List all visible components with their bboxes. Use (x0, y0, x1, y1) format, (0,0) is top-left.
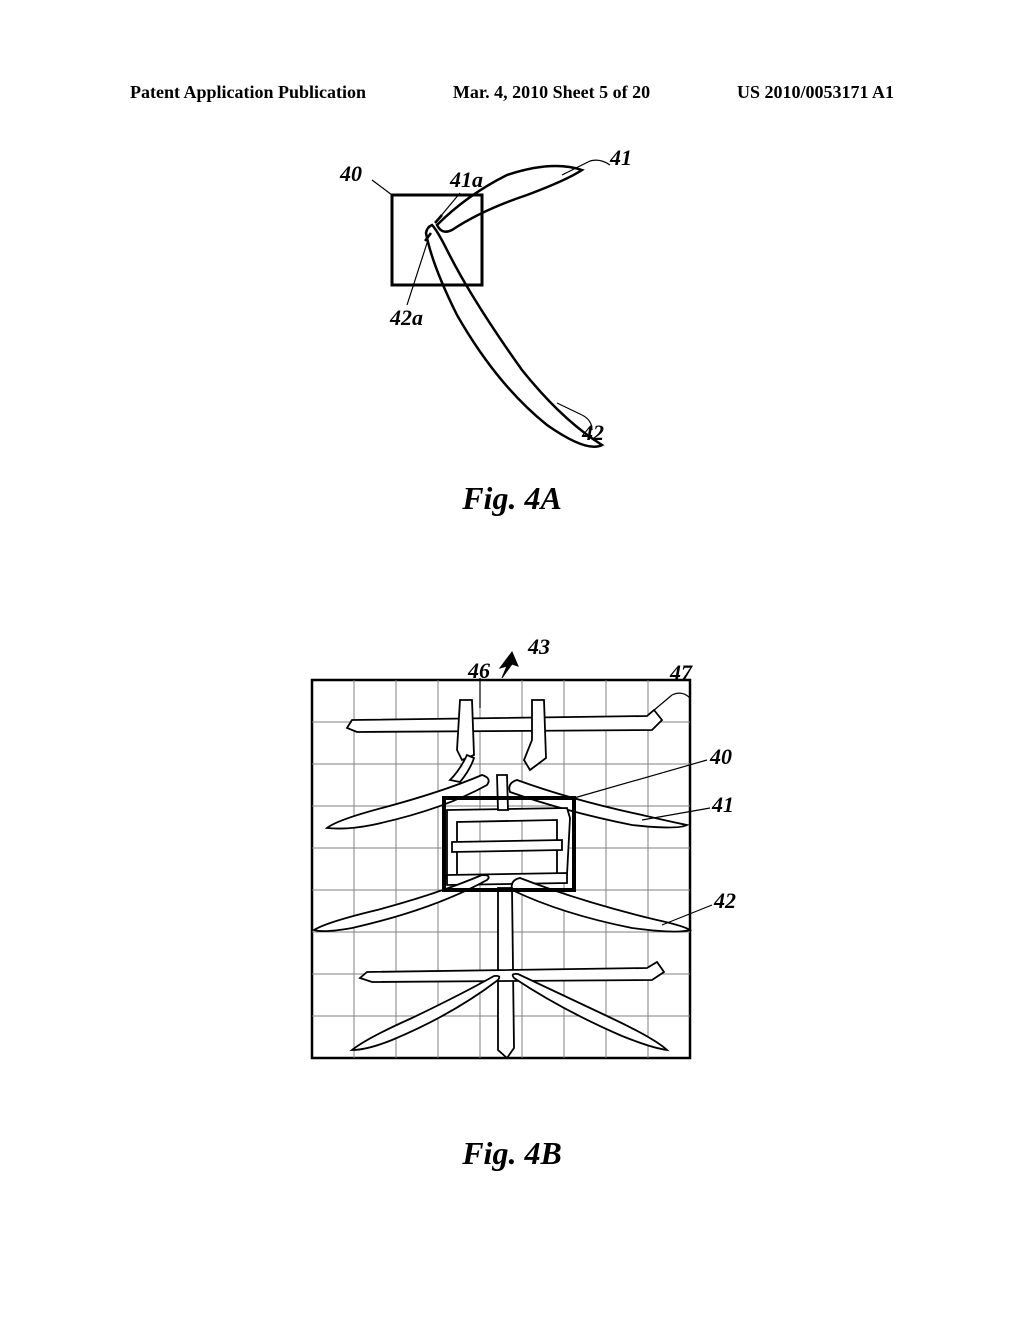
ref-47: 47 (670, 660, 692, 686)
fig4a-svg (332, 155, 692, 455)
page-header: Patent Application Publication Mar. 4, 2… (0, 82, 1024, 103)
header-right: US 2010/0053171 A1 (737, 82, 894, 103)
header-center: Mar. 4, 2010 Sheet 5 of 20 (453, 82, 650, 103)
figure-4a-label: Fig. 4A (462, 480, 562, 517)
leader-42b (662, 905, 712, 925)
ref-40: 40 (340, 161, 362, 187)
ref-42: 42 (582, 420, 604, 446)
leader-42a (407, 240, 428, 305)
figure-4b: 43 46 47 40 41 42 (282, 640, 742, 1100)
ref-43: 43 (528, 634, 550, 660)
header-left: Patent Application Publication (130, 82, 366, 103)
stroke-42 (426, 225, 602, 447)
arrow-43 (500, 652, 518, 678)
ref-46: 46 (468, 658, 490, 684)
ref-41b: 41 (712, 792, 734, 818)
ref-41: 41 (610, 145, 632, 171)
leader-47 (647, 695, 672, 716)
ref-41a: 41a (450, 167, 483, 193)
figure-4a: 40 41a 41 42a 42 (332, 155, 692, 455)
leader-41-hook (590, 160, 610, 165)
leader-41b (642, 808, 710, 820)
ref-40b: 40 (710, 744, 732, 770)
leader-47-hook (672, 693, 690, 698)
character-strokes (314, 700, 690, 1058)
leader-40 (372, 180, 392, 195)
figure-4b-label: Fig. 4B (462, 1135, 562, 1172)
ref-42b: 42 (714, 888, 736, 914)
ref-42a: 42a (390, 305, 423, 331)
fig4b-svg (282, 640, 742, 1100)
leader-40b (574, 760, 707, 798)
